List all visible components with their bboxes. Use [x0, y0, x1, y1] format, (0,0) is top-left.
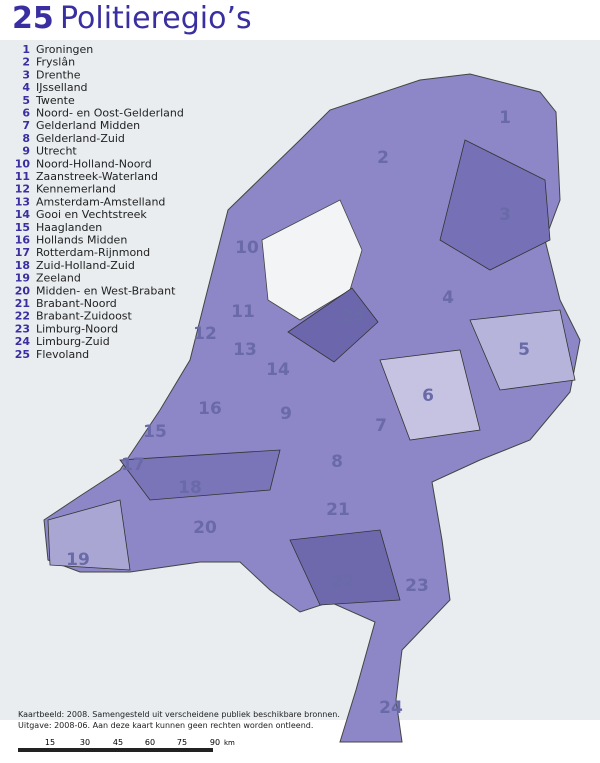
legend-number: 6 [22, 107, 30, 120]
region-label: 3 [499, 205, 511, 225]
legend-name: Rotterdam-Rijnmond [36, 246, 150, 259]
legend-number: 19 [15, 272, 30, 285]
legend-name: Zaanstreek-Waterland [36, 170, 158, 183]
legend-number: 21 [15, 297, 30, 310]
region-label: 17 [121, 455, 145, 475]
legend-name: Groningen [36, 43, 93, 56]
legend-number: 8 [22, 132, 30, 145]
legend-name: Drenthe [36, 68, 81, 81]
zeeland [47, 499, 131, 571]
legend-name: Gelderland-Zuid [36, 132, 125, 145]
legend-name: Brabant-Zuidoost [36, 310, 133, 323]
brabant-zuidoost [289, 529, 401, 606]
legend-number: 24 [15, 335, 31, 348]
legend-number: 20 [15, 284, 31, 297]
region-label: 2 [377, 148, 389, 168]
legend-name: Limburg-Noord [36, 322, 118, 335]
footer-line: Uitgave: 2008-06. Aan deze kaart kunnen … [18, 721, 313, 730]
legend-name: Limburg-Zuid [36, 335, 110, 348]
legend-name: Gooi en Vechtstreek [36, 208, 147, 221]
legend-number: 5 [22, 94, 30, 107]
legend-number: 18 [15, 259, 30, 272]
region-label: 21 [326, 500, 350, 520]
region-label: 24 [379, 698, 403, 718]
region-label: 7 [375, 416, 387, 436]
region-label: 14 [266, 360, 290, 380]
scale-label: 60 [145, 738, 155, 747]
region-label: 12 [193, 324, 217, 344]
region-label: 6 [422, 386, 434, 406]
legend-name: Utrecht [36, 145, 77, 158]
legend-number: 13 [15, 195, 30, 208]
title-text: Politieregio’s [60, 1, 252, 36]
legend-number: 25 [15, 348, 30, 361]
region-label: 16 [198, 399, 222, 419]
legend-name: Twente [35, 94, 75, 107]
legend-name: IJsselland [36, 81, 88, 94]
legend-name: Amsterdam-Amstelland [36, 195, 165, 208]
region-label: 4 [442, 288, 454, 308]
scale-label: 75 [177, 738, 187, 747]
region-label: 9 [280, 404, 292, 424]
legend-number: 3 [22, 68, 30, 81]
scale-label: 90 [210, 738, 220, 747]
title-number: 25 [12, 1, 54, 36]
legend-number: 2 [22, 56, 30, 69]
legend-number: 12 [15, 183, 30, 196]
region-label: 11 [231, 302, 255, 322]
scale-bar [18, 748, 213, 752]
gelderland [379, 349, 481, 441]
drenthe [439, 139, 551, 271]
legend-number: 23 [15, 322, 30, 335]
legend-number: 16 [15, 234, 31, 247]
region-label: 15 [143, 422, 167, 442]
region-label: 8 [331, 452, 343, 472]
legend-name: Brabant-Noord [36, 297, 117, 310]
legend-name: Noord-Holland-Noord [36, 157, 152, 170]
legend-number: 14 [15, 208, 31, 221]
legend-name: Zuid-Holland-Zuid [36, 259, 135, 272]
region-label: 5 [518, 340, 530, 360]
flevoland [287, 287, 379, 363]
legend-number: 10 [15, 157, 31, 170]
legend-name: Gelderland Midden [36, 119, 140, 132]
legend-number: 1 [22, 43, 30, 56]
region-label: 19 [66, 550, 90, 570]
legend-name: Haaglanden [36, 221, 102, 234]
region-label: 10 [235, 238, 259, 258]
zuid-holland-zuid [119, 449, 281, 501]
region-label: 13 [233, 340, 257, 360]
legend-number: 4 [22, 81, 30, 94]
legend-number: 7 [22, 119, 30, 132]
scale-unit: km [224, 739, 235, 747]
legend-number: 17 [15, 246, 30, 259]
region-label: 1 [499, 108, 511, 128]
scale-label: 45 [113, 738, 123, 747]
legend-number: 22 [15, 310, 30, 323]
legend-number: 9 [22, 145, 30, 158]
region-label: 20 [193, 518, 217, 538]
legend-name: Kennemerland [36, 183, 116, 196]
scale-label: 30 [80, 738, 90, 747]
region-label: 22 [331, 572, 355, 592]
footer-line: Kaartbeeld: 2008. Samengesteld uit versc… [18, 710, 340, 719]
scale-label: 15 [45, 738, 55, 747]
legend-name: Fryslân [36, 56, 75, 69]
twente [469, 309, 576, 391]
region-label: 25 [341, 306, 365, 326]
legend-name: Hollands Midden [36, 234, 127, 247]
legend-name: Midden- en West-Brabant [36, 284, 176, 297]
legend-name: Noord- en Oost-Gelderland [36, 107, 184, 120]
region-label: 23 [405, 576, 429, 596]
legend-number: 15 [15, 221, 30, 234]
region-label: 18 [178, 478, 202, 498]
legend-name: Flevoland [36, 348, 89, 361]
legend-number: 11 [15, 170, 30, 183]
legend-name: Zeeland [36, 272, 81, 285]
